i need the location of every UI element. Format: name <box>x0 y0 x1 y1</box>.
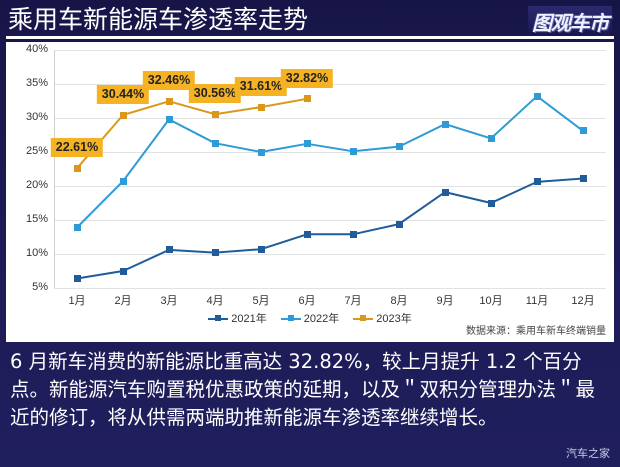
data-point-marker <box>73 164 81 172</box>
data-point-marker <box>257 103 265 111</box>
data-point-marker <box>257 148 265 156</box>
data-point-marker <box>165 97 173 105</box>
x-axis-tick-label: 11月 <box>525 295 549 307</box>
chart-card: 40% 35% 30% 25% 20% 15% 10% 5% 1月 2月 3月 4月 5月 6月 7月 8月 9… <box>6 42 614 342</box>
page-title: 乘用车新能源车渗透率走势 <box>8 5 309 34</box>
data-label: 32.82% <box>280 68 334 88</box>
legend-marker-icon <box>353 314 374 323</box>
data-point-marker <box>211 249 219 257</box>
y-axis-tick-label: 25% <box>25 145 48 157</box>
legend-label: 2022年 <box>303 313 340 325</box>
legend-item-2023年[interactable]: 2023年 <box>353 310 412 326</box>
x-axis-tick-label: 1月 <box>68 295 86 307</box>
y-axis-tick-label: 35% <box>25 77 48 89</box>
data-label: 31.61% <box>234 77 288 97</box>
data-point-marker <box>119 267 127 275</box>
legend-label: 2021年 <box>231 313 267 325</box>
series-line-2021年 <box>76 177 584 280</box>
legend-item-2022年[interactable]: 2022年 <box>280 310 340 326</box>
data-point-marker <box>395 143 403 151</box>
legend-marker-icon <box>208 314 229 323</box>
data-point-marker <box>441 188 449 196</box>
gridline <box>54 220 606 221</box>
x-axis-tick-label: 9月 <box>436 295 454 307</box>
brand-logo-text: 图观车市 <box>532 10 609 35</box>
legend-label: 2023年 <box>376 313 412 325</box>
y-axis-tick-label: 40% <box>25 43 48 55</box>
header-divider <box>6 36 614 39</box>
x-axis-tick-label: 5月 <box>252 295 270 307</box>
data-point-marker <box>119 177 127 185</box>
x-axis-tick-label: 2月 <box>114 295 132 307</box>
data-point-marker <box>441 120 449 128</box>
data-point-marker <box>579 175 587 183</box>
line-chart-plot: 40% 35% 30% 25% 20% 15% 10% 5% 1月 2月 3月 4月 5月 6月 7月 8月 9… <box>6 42 614 342</box>
data-point-marker <box>257 245 265 253</box>
y-axis-tick-label: 15% <box>25 213 48 225</box>
gridline <box>54 186 606 187</box>
data-point-marker <box>579 127 587 135</box>
data-label: 30.56% <box>188 84 242 104</box>
data-point-marker <box>349 147 357 155</box>
y-axis-tick-label: 5% <box>32 281 48 293</box>
data-point-marker <box>303 230 311 238</box>
x-axis-tick-label: 12月 <box>571 295 595 307</box>
gridline <box>54 254 606 255</box>
header-bar: 乘用车新能源车渗透率走势 图观车市 <box>0 0 620 39</box>
data-point-marker <box>349 230 357 238</box>
series-line-2022年 <box>76 95 584 229</box>
data-point-marker <box>73 274 81 282</box>
chart-legend: 2021年 2022年 2023年 <box>6 310 614 326</box>
data-point-marker <box>165 246 173 254</box>
x-axis-tick-label: 8月 <box>390 295 408 307</box>
x-axis-tick-label: 10月 <box>479 295 503 307</box>
data-label: 22.61% <box>50 138 104 158</box>
data-point-marker <box>533 178 541 186</box>
y-axis-tick-label: 30% <box>25 111 48 123</box>
brand-logo: 图观车市 <box>528 6 612 36</box>
legend-item-2021年[interactable]: 2021年 <box>208 310 267 326</box>
source-note: 数据来源：乘用车新车终端销量 <box>464 321 608 338</box>
data-label: 30.44% <box>96 85 150 104</box>
gridline <box>54 288 606 289</box>
gridline <box>54 50 606 51</box>
data-point-marker <box>533 92 541 100</box>
data-point-marker <box>211 139 219 147</box>
x-axis-tick-label: 3月 <box>160 295 178 307</box>
x-axis-tick-label: 4月 <box>206 295 224 307</box>
data-point-marker <box>211 110 219 118</box>
watermark: 汽车之家 <box>566 447 610 460</box>
gridline <box>54 152 606 153</box>
caption-text: 6 月新车消费的新能源比重高达 32.82%，较上月提升 1.2 个百分点。新能… <box>10 350 596 429</box>
data-point-marker <box>487 199 495 207</box>
data-point-marker <box>165 115 173 123</box>
x-axis-tick-label: 6月 <box>298 295 316 307</box>
data-point-marker <box>303 140 311 148</box>
data-point-marker <box>395 220 403 228</box>
y-axis-tick-label: 10% <box>25 247 48 259</box>
series-line-2023年 <box>76 97 308 169</box>
y-axis-tick-label: 20% <box>25 179 48 191</box>
gridline <box>54 118 606 119</box>
data-label: 32.46% <box>142 71 196 91</box>
data-point-marker <box>73 223 81 231</box>
chart-series-lines <box>76 95 584 280</box>
y-axis-line <box>54 50 55 288</box>
x-axis-tick-label: 7月 <box>344 295 362 307</box>
data-point-marker <box>487 134 495 142</box>
data-point-marker <box>119 111 127 119</box>
data-point-marker <box>303 95 311 103</box>
legend-marker-icon <box>280 314 301 323</box>
